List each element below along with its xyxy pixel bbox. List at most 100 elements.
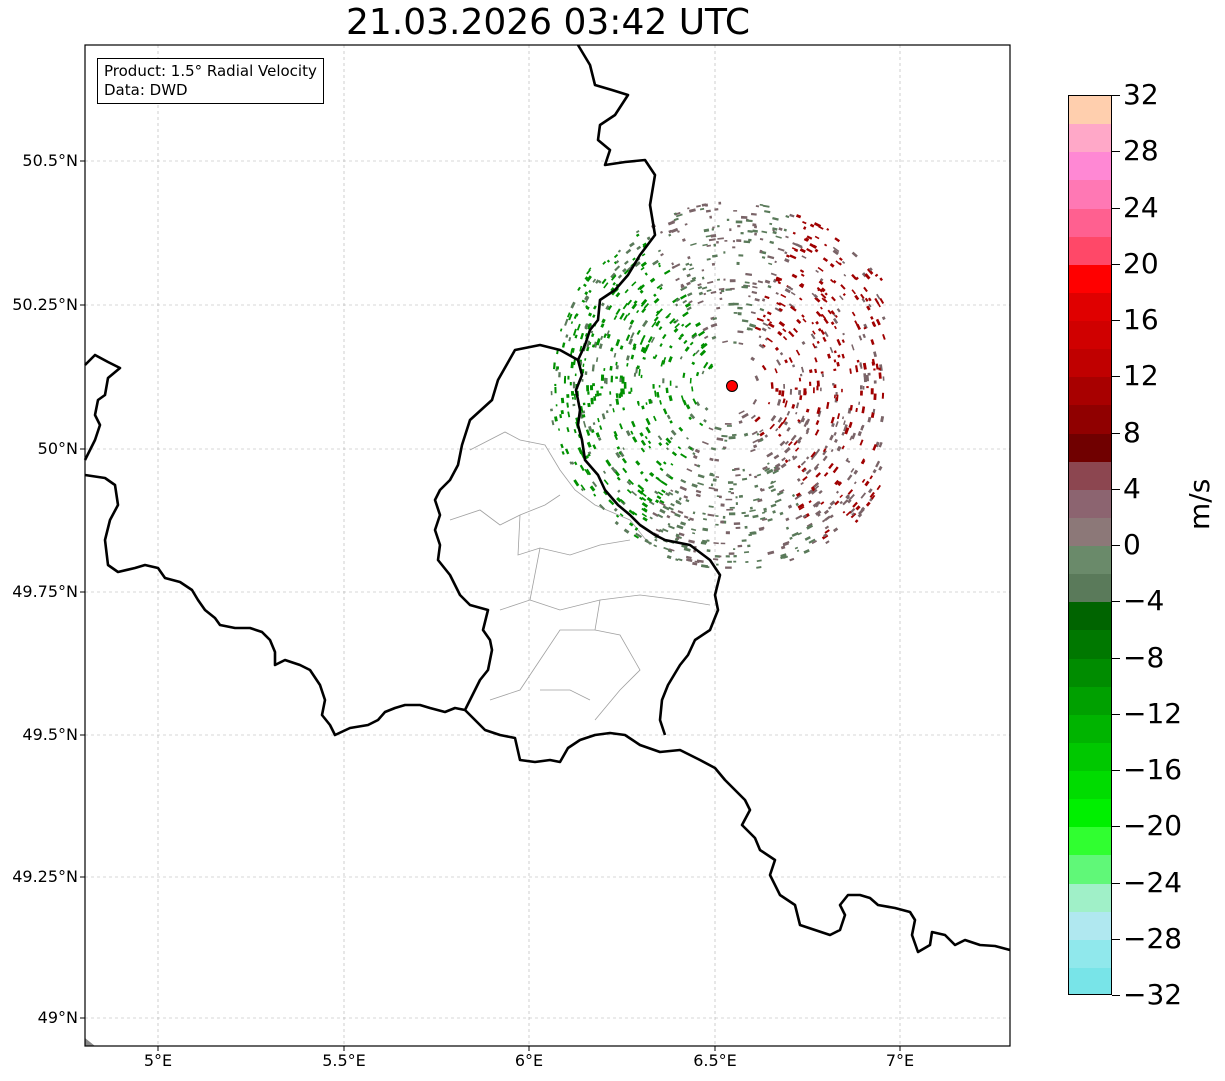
- velocity-pixel: [847, 489, 854, 495]
- velocity-pixel: [869, 475, 873, 480]
- velocity-pixel: [725, 566, 732, 569]
- velocity-pixel: [759, 307, 765, 312]
- velocity-pixel: [654, 354, 658, 358]
- velocity-pixel: [607, 304, 613, 311]
- velocity-pixel: [879, 297, 885, 304]
- velocity-pixel: [866, 268, 874, 275]
- velocity-pixel: [767, 518, 773, 522]
- velocity-pixel: [592, 314, 596, 319]
- colorbar-tick: [1112, 938, 1120, 940]
- radar-site-marker: [726, 380, 738, 392]
- velocity-pixel: [795, 411, 798, 415]
- velocity-pixel: [752, 229, 758, 233]
- velocity-pixel: [809, 223, 815, 228]
- velocity-pixel: [684, 346, 690, 352]
- velocity-pixel: [613, 352, 617, 358]
- velocity-pixel: [815, 472, 822, 478]
- velocity-pixel: [768, 484, 775, 490]
- velocity-pixel: [790, 291, 796, 296]
- velocity-pixel: [680, 521, 687, 526]
- velocity-pixel: [692, 398, 697, 405]
- velocity-pixel: [873, 393, 877, 400]
- velocity-pixel: [876, 293, 881, 300]
- velocity-pixel: [697, 464, 701, 468]
- velocity-pixel: [816, 385, 819, 391]
- velocity-pixel: [836, 308, 841, 313]
- velocity-pixel: [833, 325, 837, 330]
- velocity-pixel: [860, 385, 863, 390]
- velocity-pixel: [579, 345, 583, 352]
- velocity-pixel: [686, 274, 691, 277]
- velocity-pixel: [681, 323, 685, 327]
- velocity-pixel: [707, 513, 715, 517]
- velocity-pixel: [833, 350, 837, 354]
- velocity-pixel: [725, 555, 730, 558]
- velocity-pixel: [619, 423, 623, 430]
- velocity-pixel: [722, 447, 726, 450]
- velocity-pixel: [764, 295, 770, 300]
- velocity-pixel: [851, 251, 858, 258]
- velocity-pixel: [735, 496, 738, 499]
- velocity-pixel: [802, 514, 808, 519]
- velocity-pixel: [655, 528, 661, 533]
- velocity-pixel: [699, 422, 704, 427]
- velocity-pixel: [746, 303, 753, 307]
- velocity-pixel: [849, 493, 855, 500]
- velocity-pixel: [656, 477, 660, 480]
- velocity-pixel: [716, 240, 719, 244]
- velocity-pixel: [718, 495, 722, 499]
- velocity-pixel: [711, 335, 717, 340]
- colorbar-tick: [1112, 826, 1120, 828]
- velocity-pixel: [615, 308, 621, 316]
- velocity-pixel: [641, 513, 648, 518]
- velocity-pixel: [587, 402, 591, 408]
- velocity-pixel: [631, 303, 638, 310]
- velocity-pixel: [726, 508, 734, 511]
- velocity-pixel: [875, 318, 881, 326]
- velocity-pixel: [745, 272, 753, 276]
- velocity-pixel: [656, 391, 660, 398]
- velocity-pixel: [582, 402, 586, 406]
- velocity-pixel: [876, 484, 881, 491]
- velocity-pixel: [832, 382, 835, 386]
- velocity-pixel: [628, 509, 636, 516]
- velocity-pixel: [779, 440, 786, 447]
- velocity-pixel: [658, 385, 661, 388]
- velocity-pixel: [851, 289, 856, 295]
- colorbar-tick-label: 24: [1123, 190, 1159, 224]
- velocity-pixel: [754, 232, 757, 236]
- velocity-pixel: [702, 243, 708, 247]
- velocity-pixel: [615, 514, 620, 518]
- colorbar-segment: [1069, 152, 1111, 181]
- velocity-pixel: [794, 546, 799, 550]
- velocity-pixel: [809, 381, 812, 387]
- velocity-pixel: [851, 432, 856, 440]
- velocity-pixel: [609, 403, 612, 407]
- velocity-pixel: [563, 377, 567, 384]
- velocity-pixel: [861, 478, 866, 483]
- velocity-pixel: [835, 490, 839, 494]
- velocity-pixel: [631, 281, 637, 287]
- velocity-pixel: [669, 436, 674, 440]
- velocity-pixel: [615, 451, 621, 459]
- velocity-pixel: [641, 502, 649, 508]
- map-frame: [84, 44, 1011, 1047]
- velocity-pixel: [642, 242, 647, 247]
- velocity-pixel: [770, 488, 777, 493]
- velocity-pixel: [726, 218, 730, 221]
- velocity-pixel: [823, 533, 828, 538]
- velocity-pixel: [668, 506, 674, 511]
- colorbar-segment: [1069, 546, 1111, 575]
- colorbar-segment: [1069, 714, 1111, 743]
- velocity-pixel: [769, 222, 773, 226]
- velocity-pixel: [789, 557, 795, 562]
- colorbar-tick-label: −20: [1123, 809, 1183, 843]
- velocity-pixel: [757, 280, 764, 284]
- velocity-pixel: [701, 286, 708, 290]
- velocity-pixel: [806, 235, 813, 240]
- velocity-pixel: [812, 343, 817, 349]
- velocity-pixel: [841, 339, 845, 344]
- colorbar-segment: [1069, 461, 1111, 490]
- velocity-pixel: [615, 260, 620, 264]
- velocity-pixel: [855, 505, 861, 511]
